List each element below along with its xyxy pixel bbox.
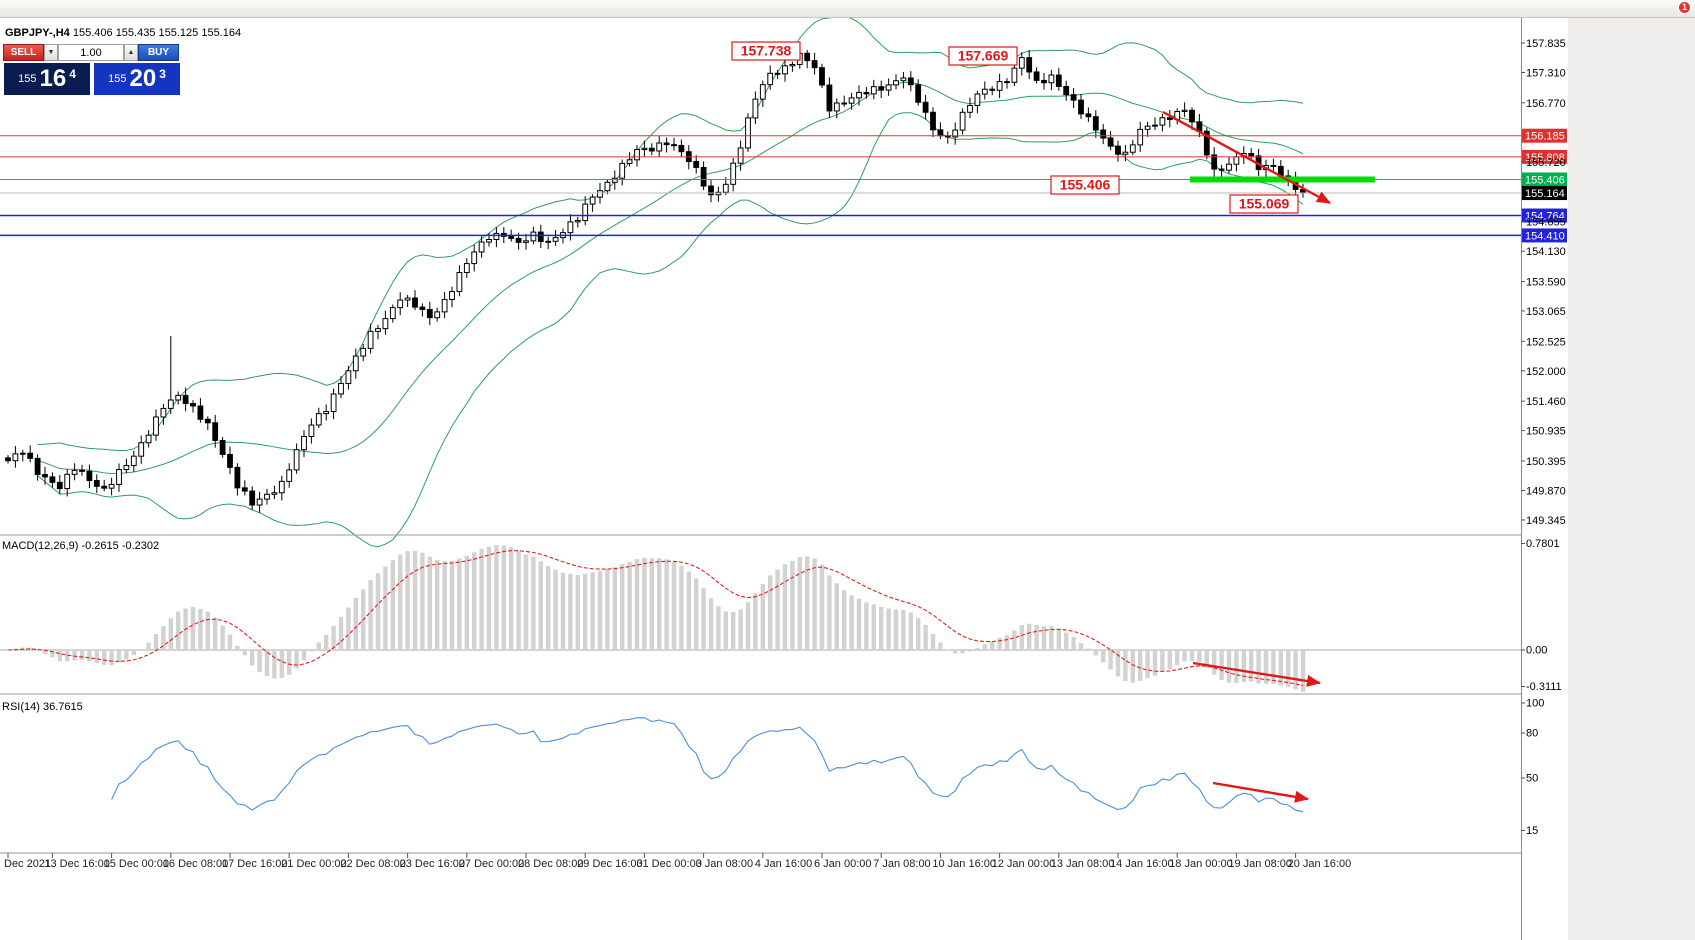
price-annotation[interactable]: 155.406 <box>1050 175 1120 195</box>
trend-arrow-macd[interactable] <box>1192 661 1321 687</box>
sell-price-display[interactable]: 155 16 4 <box>3 62 91 96</box>
svg-text:156.185: 156.185 <box>1525 131 1565 143</box>
time-label: 4 Jan 16:00 <box>755 858 813 870</box>
svg-text:152.525: 152.525 <box>1526 336 1566 348</box>
toolbar-right: 1 <box>1604 0 1692 17</box>
svg-text:155.406: 155.406 <box>1060 177 1111 193</box>
time-label: 20 Jan 16:00 <box>1288 858 1352 870</box>
svg-text:151.460: 151.460 <box>1526 396 1566 408</box>
svg-text:157.669: 157.669 <box>958 48 1009 64</box>
one-click-trading-panel: SELL ▼ ▲ BUY 155 16 4 155 20 3 <box>3 44 181 96</box>
svg-text:154.410: 154.410 <box>1525 230 1565 242</box>
chart-canvas[interactable]: MACD(12,26,9) -0.2615 -0.2302 RSI(14) 36.… <box>0 18 1568 940</box>
time-label: 23 Dec 16:00 <box>400 858 465 870</box>
macd-label: MACD(12,26,9) -0.2615 -0.2302 <box>2 540 159 552</box>
svg-text:157.310: 157.310 <box>1526 67 1566 79</box>
svg-text:15: 15 <box>1526 825 1538 837</box>
time-label: 29 Dec 16:00 <box>577 858 642 870</box>
time-label: 18 Jan 00:00 <box>1169 858 1233 870</box>
sell-button[interactable]: SELL <box>3 44 44 61</box>
svg-text:155.406: 155.406 <box>1525 174 1565 186</box>
time-label: Dec 2021 <box>4 858 51 870</box>
buy-button[interactable]: BUY <box>138 44 179 61</box>
svg-text:155.808: 155.808 <box>1525 152 1565 164</box>
time-label: 7 Jan 08:00 <box>873 858 931 870</box>
svg-text:157.738: 157.738 <box>741 43 792 59</box>
sell-price-prefix: 155 <box>18 73 37 85</box>
volume-up-caret[interactable]: ▲ <box>124 44 138 61</box>
svg-text:149.870: 149.870 <box>1526 485 1566 497</box>
time-label: 13 Jan 08:00 <box>1051 858 1115 870</box>
svg-text:153.065: 153.065 <box>1526 306 1566 318</box>
svg-text:154.764: 154.764 <box>1525 211 1565 223</box>
volume-down-caret[interactable]: ▼ <box>44 44 58 61</box>
volume-input[interactable] <box>58 44 124 61</box>
svg-text:153.590: 153.590 <box>1526 276 1566 288</box>
svg-text:156.770: 156.770 <box>1526 98 1566 110</box>
sell-price-sup: 4 <box>69 67 76 81</box>
time-label: 19 Jan 08:00 <box>1228 858 1292 870</box>
price-annotation[interactable]: 157.738 <box>731 41 801 61</box>
price-annotation[interactable]: 155.069 <box>1229 194 1299 214</box>
sell-price-big: 16 <box>39 65 67 92</box>
price-annotation[interactable]: 157.669 <box>948 46 1018 66</box>
time-label: 15 Dec 00:00 <box>104 858 169 870</box>
svg-text:-0.3111: -0.3111 <box>1526 681 1562 693</box>
search-icon[interactable] <box>1604 1 1623 17</box>
rsi-label: RSI(14) 36.7615 <box>2 701 83 713</box>
time-label: 22 Dec 08:00 <box>340 858 405 870</box>
notification-icon[interactable]: 1 <box>1672 0 1691 17</box>
time-label: 13 Dec 16:00 <box>44 858 109 870</box>
svg-text:154.130: 154.130 <box>1526 246 1566 258</box>
trend-arrow-rsi[interactable] <box>1212 781 1309 803</box>
svg-text:100: 100 <box>1526 698 1544 710</box>
svg-text:150.395: 150.395 <box>1526 456 1566 468</box>
ohlc-values: 155.406 155.435 155.125 155.164 <box>72 27 242 39</box>
svg-text:155.720: 155.720 <box>1526 157 1566 169</box>
time-label: 27 Dec 00:00 <box>459 858 524 870</box>
price-axis[interactable]: 157.835 157.310 156.770 156.185 155.808155.7… <box>1521 18 1568 940</box>
svg-text:0.00: 0.00 <box>1526 645 1547 657</box>
time-label: 12 Jan 00:00 <box>992 858 1056 870</box>
time-label: 14 Jan 16:00 <box>1110 858 1174 870</box>
trend-arrow-main[interactable] <box>1162 110 1331 205</box>
svg-text:155.069: 155.069 <box>1239 196 1290 212</box>
time-label: 3 Jan 08:00 <box>696 858 754 870</box>
horizontal-lines[interactable] <box>0 135 1521 237</box>
svg-text:0.7801: 0.7801 <box>1526 538 1560 550</box>
svg-text:150.935: 150.935 <box>1526 426 1566 438</box>
symbol-info: GBPJPY-,H4 155.406 155.435 155.125 155.1… <box>5 27 241 39</box>
svg-text:149.345: 149.345 <box>1526 515 1566 527</box>
rsi-panel: RSI(14) 36.7615 <box>2 701 1304 813</box>
main-toolbar: 1 <box>0 0 1695 18</box>
svg-text:152.000: 152.000 <box>1526 366 1566 378</box>
chart-window: MACD(12,26,9) -0.2615 -0.2302 RSI(14) 36.… <box>0 18 1568 940</box>
buy-price-display[interactable]: 155 20 3 <box>93 62 181 96</box>
bollinger-bands <box>37 18 1304 548</box>
search-caret-icon[interactable] <box>1623 1 1642 17</box>
buy-price-big: 20 <box>129 65 157 92</box>
notification-badge: 1 <box>1678 0 1691 14</box>
svg-text:50: 50 <box>1526 773 1538 785</box>
time-label: 28 Dec 08:00 <box>518 858 583 870</box>
time-label: 6 Jan 00:00 <box>814 858 872 870</box>
svg-text:157.835: 157.835 <box>1526 38 1566 50</box>
buy-price-sup: 3 <box>159 67 166 81</box>
buy-price-prefix: 155 <box>108 73 127 85</box>
time-label: 10 Jan 16:00 <box>932 858 996 870</box>
time-label: 17 Dec 16:00 <box>222 858 287 870</box>
time-label: 21 Dec 00:00 <box>281 858 346 870</box>
time-label: 31 Dec 00:00 <box>636 858 701 870</box>
svg-text:80: 80 <box>1526 728 1538 740</box>
symbol-label: GBPJPY-,H4 <box>5 27 70 39</box>
svg-text:154.655: 154.655 <box>1526 217 1566 229</box>
macd-panel: MACD(12,26,9) -0.2615 -0.2302 <box>0 540 1521 692</box>
time-label: 16 Dec 08:00 <box>163 858 228 870</box>
svg-text:155.164: 155.164 <box>1525 188 1565 200</box>
